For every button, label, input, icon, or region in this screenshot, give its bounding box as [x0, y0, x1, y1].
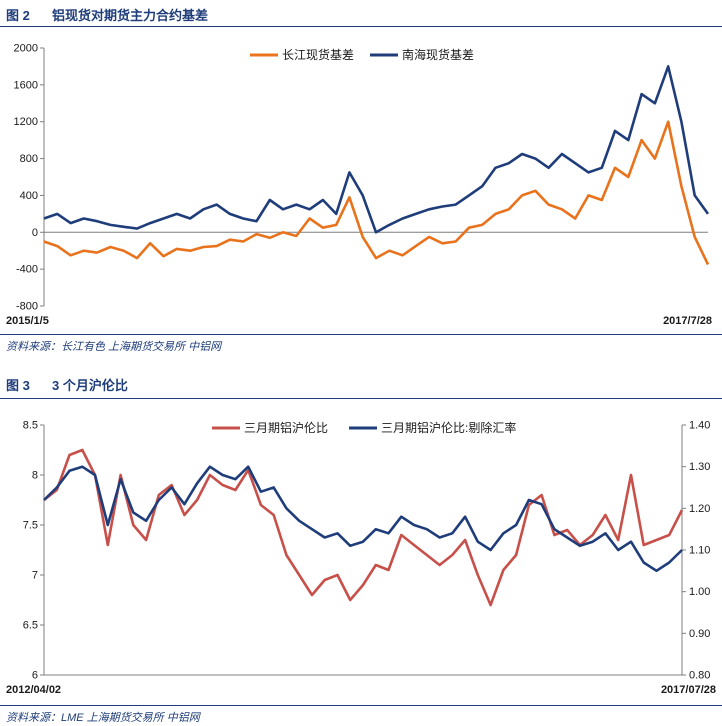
y-tick-label: 800 — [20, 153, 38, 165]
basis-chart: -800 -400 0 400 800 1200 1600 2000 2015/1/5 2017/… — [0, 28, 722, 333]
y-tick-label: 8 — [32, 470, 38, 482]
y2-tick-label: 1.40 — [689, 420, 710, 432]
legend-label: 长江现货基差 — [282, 47, 354, 62]
divider — [0, 398, 722, 399]
y-tick-label: -400 — [16, 264, 38, 276]
y-tick-label: 2000 — [14, 43, 38, 55]
source-note: 资料来源：长江有色 上海期货交易所 中铝网 — [6, 341, 222, 353]
y-tick-label: 400 — [20, 190, 38, 202]
series-line-2 — [43, 465, 683, 573]
y2-tick-label: 0.80 — [689, 670, 710, 682]
x-tick-label: 2015/1/5 — [6, 315, 49, 327]
y-tick-label: -800 — [16, 301, 38, 313]
y-tick-label: 8.5 — [23, 420, 38, 432]
y2-tick-label: 0.90 — [689, 628, 710, 640]
legend-label: 南海现货基差 — [402, 47, 474, 62]
y2-tick-label: 1.30 — [689, 461, 710, 473]
series-line-1 — [43, 120, 710, 266]
figure-number: 图 3 — [6, 378, 30, 393]
y2-tick-label: 1.00 — [689, 586, 710, 598]
basis-chart-svg: -800 -400 0 400 800 1200 1600 2000 2015/1/5 2017/… — [6, 43, 712, 328]
figure-title: 图 2 铝现货对期货主力合约基差 — [6, 5, 208, 24]
y-tick-label: 6 — [32, 670, 38, 682]
divider — [0, 26, 722, 27]
y-tick-label: 1600 — [14, 79, 38, 91]
x-tick-label: 2012/04/02 — [6, 684, 61, 696]
y2-tick-label: 1.20 — [689, 503, 710, 515]
y-tick-label: 6.5 — [23, 620, 38, 632]
ratio-chart-svg: 6 6.5 7 7.5 8 8.5 0.80 0.90 1.00 1.10 1.20 1.30 1.40… — [6, 420, 716, 697]
y-tick-label: 7 — [32, 570, 38, 582]
divider — [0, 705, 722, 706]
figure-number: 图 2 — [6, 8, 30, 23]
legend-label: 三月期铝沪伦比:剔除汇率 — [381, 420, 516, 435]
divider — [0, 334, 722, 335]
figure-title: 图 3 3 个月沪伦比 — [6, 375, 128, 394]
x-tick-label: 2017/7/28 — [663, 315, 712, 327]
figure-title-text: 3 个月沪伦比 — [52, 378, 128, 393]
y-tick-label: 0 — [32, 227, 38, 239]
source-note: 资料来源：LME 上海期货交易所 中铝网 — [6, 712, 200, 724]
y-tick-label: 1200 — [14, 116, 38, 128]
series-line-1 — [43, 448, 684, 607]
y-tick-label: 7.5 — [23, 520, 38, 532]
legend-label: 三月期铝沪伦比 — [244, 420, 328, 435]
y2-tick-label: 1.10 — [689, 545, 710, 557]
figure-title-text: 铝现货对期货主力合约基差 — [52, 8, 209, 23]
series-line-2 — [43, 65, 710, 234]
x-tick-label: 2017/07/28 — [661, 684, 716, 696]
ratio-chart: 6 6.5 7 7.5 8 8.5 0.80 0.90 1.00 1.10 1.20 1.30 1.40… — [0, 400, 722, 705]
